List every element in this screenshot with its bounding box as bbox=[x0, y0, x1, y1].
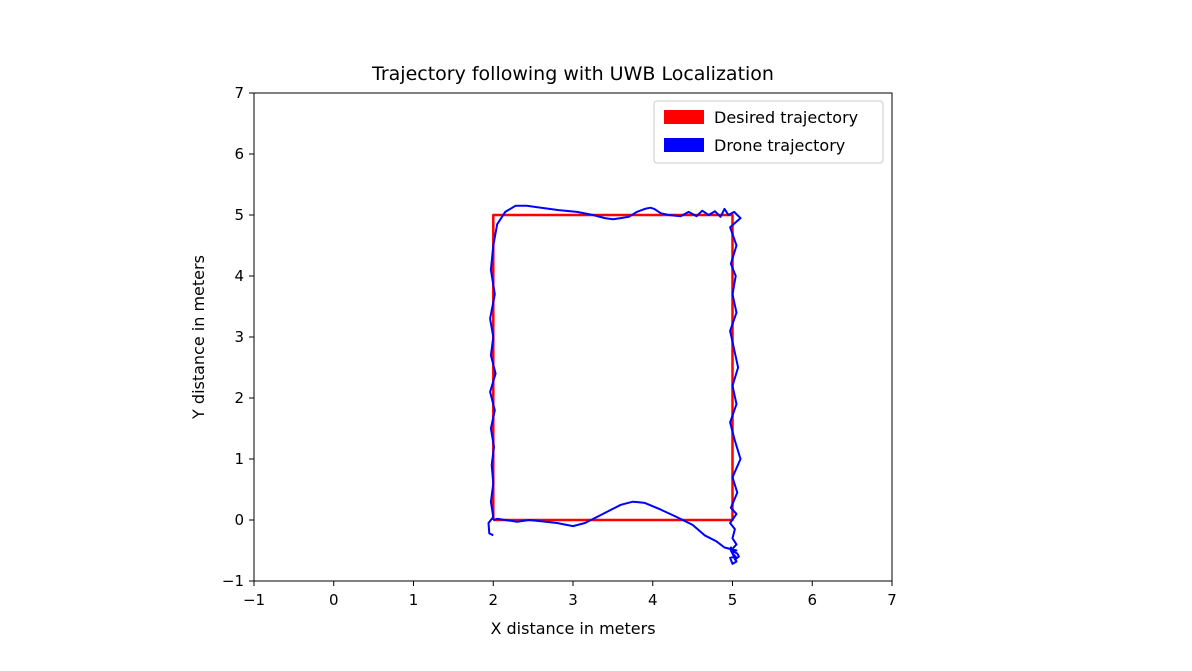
x-tick-label: 4 bbox=[648, 591, 658, 609]
chart-title: Trajectory following with UWB Localizati… bbox=[371, 63, 774, 85]
y-tick-label: 5 bbox=[234, 206, 244, 224]
plot-frame bbox=[253, 92, 893, 582]
y-tick-label: 1 bbox=[234, 450, 244, 468]
y-tick-label: 7 bbox=[234, 84, 244, 102]
y-tick-label: −1 bbox=[222, 572, 244, 590]
y-tick-label: 4 bbox=[234, 267, 244, 285]
series-line-1 bbox=[487, 204, 742, 565]
y-tick-label: 0 bbox=[234, 511, 244, 529]
x-tick-label: 0 bbox=[329, 591, 339, 609]
x-axis-title: X distance in meters bbox=[490, 619, 655, 638]
x-tick-label: 2 bbox=[488, 591, 498, 609]
legend-swatch-0 bbox=[664, 110, 704, 124]
legend-swatch-1 bbox=[664, 138, 704, 152]
x-axis: −1 0 1 2 3 4 5 6 7 bbox=[243, 581, 897, 609]
x-tick-label: −1 bbox=[243, 591, 265, 609]
series-line-0 bbox=[492, 213, 734, 522]
x-tick-label: 7 bbox=[887, 591, 897, 609]
x-tick-label: 5 bbox=[728, 591, 738, 609]
legend: Desired trajectory Drone trajectory bbox=[653, 100, 884, 164]
x-tick-label: 3 bbox=[568, 591, 578, 609]
legend-label-1: Drone trajectory bbox=[714, 136, 845, 155]
legend-box bbox=[653, 100, 884, 164]
x-tick-label: 6 bbox=[807, 591, 817, 609]
y-axis: −1 0 1 2 3 4 5 6 7 bbox=[222, 84, 254, 590]
y-tick-label: 3 bbox=[234, 328, 244, 346]
x-tick-label: 1 bbox=[409, 591, 419, 609]
y-tick-label: 6 bbox=[234, 145, 244, 163]
y-axis-title: Y distance in meters bbox=[189, 255, 208, 420]
y-tick-label: 2 bbox=[234, 389, 244, 407]
series-layer bbox=[487, 204, 742, 565]
legend-label-0: Desired trajectory bbox=[714, 108, 858, 127]
